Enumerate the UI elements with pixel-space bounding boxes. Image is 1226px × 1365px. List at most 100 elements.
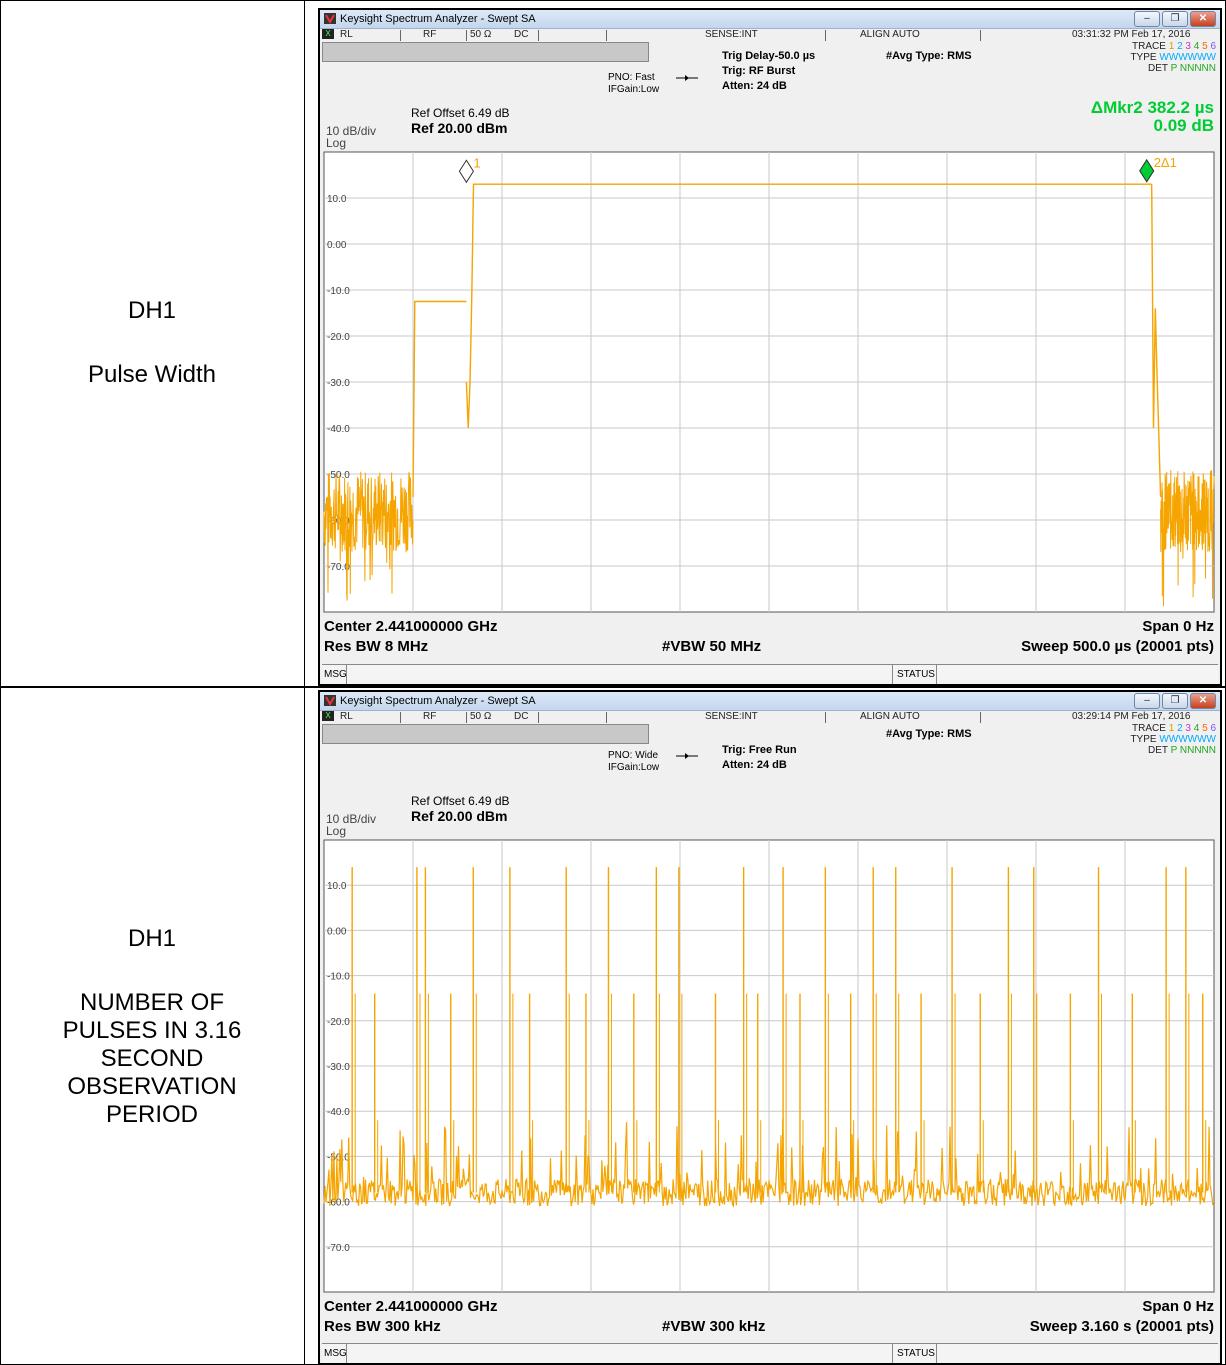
row-label-line: OBSERVATION	[67, 1072, 237, 1100]
msg-label: MSG	[324, 1348, 347, 1359]
avg-type: #Avg Type: RMS	[886, 728, 972, 740]
res-bw: Res BW 8 MHz	[324, 638, 429, 655]
trace-table: TRACE 1 2 3 4 5 6 TYPE WWWWWW DET P NNNN…	[1130, 723, 1216, 756]
y-tick-label: -30.0	[327, 378, 350, 389]
y-tick-label: 10.0	[327, 881, 347, 892]
trace-noise-segment	[323, 471, 414, 601]
y-tick-label: -20.0	[327, 332, 350, 343]
trace-digit: 1	[1168, 723, 1178, 734]
y-tick-label: -10.0	[327, 286, 350, 297]
trace-table: TRACE 1 2 3 4 5 6 TYPE WWWWWW DET P NNNN…	[1130, 41, 1216, 74]
trace-digit: 4	[1193, 723, 1203, 734]
vbw: #VBW 300 kHz	[662, 1318, 766, 1335]
status-coupling: DC	[514, 29, 529, 40]
window-titlebar: Keysight Spectrum Analyzer - Swept SA – …	[320, 10, 1220, 29]
row-label-line: SECOND	[100, 1044, 204, 1072]
y-tick-label: 10.0	[327, 194, 347, 205]
y-tick-label: -40.0	[327, 424, 350, 435]
y-tick-label: -10.0	[327, 972, 350, 983]
ref-level: Ref 20.00 dBm	[411, 808, 508, 824]
trace-digit: 2	[1177, 723, 1186, 734]
ifgain-setting: IFGain:Low	[608, 84, 660, 95]
pno-setting: PNO: Wide	[608, 750, 659, 761]
status-align: ALIGN AUTO	[860, 711, 920, 722]
x-status-icon: X	[322, 29, 334, 39]
trace-digit: 5	[1202, 723, 1211, 734]
scale-per-div: 10 dB/div	[326, 124, 377, 138]
minimize-button[interactable]: –	[1134, 11, 1160, 27]
instrument-status-row: X RL RF 50 Ω DC SENSE:INT ALIGN AUTO 03:…	[320, 29, 1220, 41]
trace-segment	[465, 301, 473, 429]
status-sense: SENSE:INT	[705, 29, 758, 40]
close-button[interactable]: ✕	[1190, 693, 1216, 709]
status-rf: RF	[423, 29, 437, 40]
ref-offset: Ref Offset 6.49 dB	[411, 106, 510, 120]
trace-noise-segment	[1160, 470, 1215, 607]
attenuation: Atten: 24 dB	[722, 80, 787, 92]
row-label-line: PULSES IN 3.16	[62, 1016, 242, 1044]
trace-digit: 3	[1185, 723, 1194, 734]
center-frequency: Center 2.441000000 GHz	[324, 1298, 498, 1315]
res-bw: Res BW 300 kHz	[324, 1318, 441, 1335]
y-tick-label: -50.0	[327, 1152, 350, 1163]
avg-type: #Avg Type: RMS	[886, 50, 972, 62]
analyzer-screenshot-pulse-count: Keysight Spectrum Analyzer - Swept SA – …	[318, 690, 1222, 1365]
instrument-status-row: X RL RF 50 Ω DC SENSE:INT ALIGN AUTO 03:…	[320, 711, 1220, 723]
y-tick-label: -50.0	[327, 470, 350, 481]
maximize-button[interactable]: ❐	[1162, 11, 1188, 27]
ifgain-setting: IFGain:Low	[608, 762, 660, 773]
row-label-line: Pulse Width	[87, 361, 217, 388]
sweep-time: Sweep 3.160 s (20001 pts)	[1029, 1318, 1214, 1335]
span: Span 0 Hz	[1142, 1298, 1214, 1315]
marker-label: 1	[473, 155, 480, 170]
status-impedance: 50 Ω	[470, 29, 492, 40]
ref-offset: Ref Offset 6.49 dB	[411, 794, 510, 808]
y-tick-label: -20.0	[327, 1017, 350, 1028]
message-bar	[322, 42, 649, 62]
close-button[interactable]: ✕	[1190, 11, 1216, 27]
keysight-app-icon	[324, 13, 336, 24]
row-label-pulse-count: DH1 NUMBER OF PULSES IN 3.16 SECOND OBSERVAT…	[0, 688, 304, 1365]
scale-type: Log	[326, 136, 347, 150]
trace-segment	[1151, 184, 1162, 498]
trace-digit: 5	[1202, 41, 1211, 52]
row-label-pulse-width: DH1 Pulse Width	[0, 0, 304, 686]
trace-digit: 1	[1168, 41, 1178, 52]
delta-marker-time: ΔMkr2 382.2 µs	[1090, 98, 1214, 117]
status-datetime: 03:29:14 PM Feb 17, 2016	[1072, 711, 1191, 722]
y-tick-label: -40.0	[327, 1107, 350, 1118]
trig-source: Trig: RF Burst	[722, 65, 796, 77]
scale-type: Log	[326, 824, 347, 838]
trace-segment	[471, 183, 1152, 302]
bottom-status-bar: MSG STATUS	[322, 664, 1218, 684]
status-align: ALIGN AUTO	[860, 29, 920, 40]
sweep-time: Sweep 500.0 µs (20001 pts)	[1021, 638, 1214, 655]
trace-digit: 6	[1210, 723, 1216, 734]
marker-label: 2Δ1	[1154, 155, 1177, 170]
row-label-line: PERIOD	[105, 1100, 198, 1128]
minimize-button[interactable]: –	[1134, 693, 1160, 709]
x-status-icon: X	[322, 711, 334, 721]
status-rl: RL	[340, 29, 353, 40]
row-label-line: DH1	[127, 297, 176, 324]
y-tick-label: -70.0	[327, 1243, 350, 1254]
center-frequency: Center 2.441000000 GHz	[324, 618, 498, 635]
marker-diamond	[458, 159, 474, 184]
y-tick-label: -30.0	[327, 1062, 350, 1073]
y-tick-label: -60.0	[327, 1198, 350, 1209]
ref-level: Ref 20.00 dBm	[411, 120, 508, 136]
msg-label: MSG	[324, 669, 347, 680]
y-tick-label: 0.00	[327, 926, 347, 937]
trig-delay: Trig Delay-50.0 µs	[722, 50, 816, 62]
maximize-button[interactable]: ❐	[1162, 693, 1188, 709]
trig-source: Trig: Free Run	[722, 744, 797, 756]
trace-digit: 3	[1185, 41, 1194, 52]
window-title: Keysight Spectrum Analyzer - Swept SA	[340, 695, 536, 707]
status-datetime: 03:31:32 PM Feb 17, 2016	[1072, 29, 1191, 40]
message-bar	[322, 724, 649, 744]
noise-floor-trace	[323, 1118, 1215, 1208]
attenuation: Atten: 24 dB	[722, 759, 787, 771]
window-title: Keysight Spectrum Analyzer - Swept SA	[340, 13, 536, 25]
connector-arrow-icon	[676, 753, 698, 759]
table-column-divider	[304, 0, 305, 1365]
